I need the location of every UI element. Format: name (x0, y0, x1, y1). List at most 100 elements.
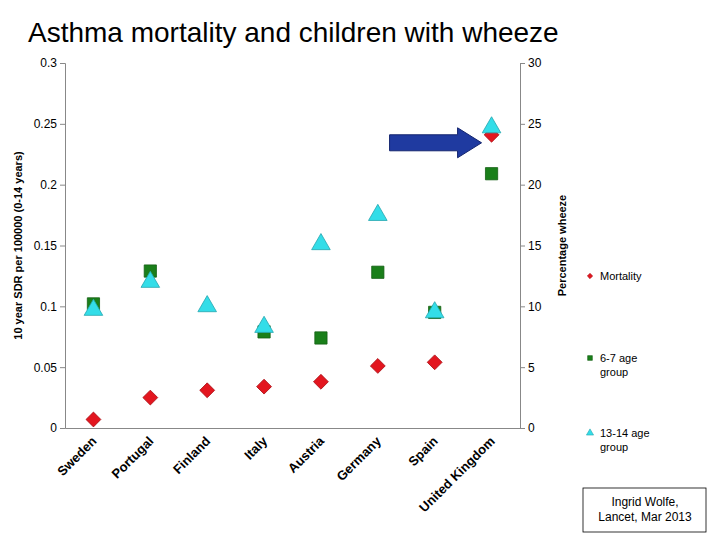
point (314, 374, 329, 389)
y2-axis-title: Percentage wheeze (556, 195, 568, 297)
point (84, 299, 103, 315)
tick: 0 (50, 421, 65, 435)
point (427, 355, 442, 370)
tick-mark (60, 124, 65, 125)
axis-line (60, 64, 66, 429)
tick: Austria (285, 433, 328, 476)
category-label: Austria (285, 433, 328, 476)
point (372, 266, 384, 278)
plot-area (84, 117, 501, 427)
tick: Italy (241, 433, 271, 463)
tick-label: 0.15 (34, 239, 58, 253)
category-label: Italy (241, 433, 271, 463)
tick-label: 0.2 (40, 178, 57, 192)
tick-label: 0.3 (40, 56, 57, 70)
category-label: Portugal (109, 434, 157, 482)
point (312, 234, 331, 250)
tick: Spain (405, 433, 441, 469)
point (86, 412, 101, 427)
tick: 25 (520, 117, 542, 131)
legend-symbol (588, 356, 593, 361)
tick-mark (60, 63, 65, 64)
point (485, 168, 497, 180)
arrow (390, 128, 482, 158)
tick: United Kingdom (416, 434, 498, 516)
series (87, 168, 497, 344)
category-label: Spain (405, 433, 441, 469)
tick-mark (60, 185, 65, 186)
tick-label: 25 (528, 117, 542, 131)
tick-label: 0 (528, 421, 535, 435)
tick-mark (520, 185, 525, 186)
axis-line (66, 428, 521, 429)
tick-mark (60, 246, 65, 247)
y-axis: 0 0.05 0.1 0.15 0.2 0.25 0.3 (34, 56, 66, 435)
tick-label: 0.1 (40, 300, 57, 314)
tick-label: 0.25 (34, 117, 58, 131)
point (315, 332, 327, 344)
tick: 0 (520, 421, 535, 435)
tick: Finland (170, 433, 213, 476)
x-axis: SwedenPortugal Finland Italy AustriaGermany… (54, 429, 520, 516)
tick-label: 0.05 (34, 361, 58, 375)
category-label: Sweden (54, 433, 99, 478)
tick: 0.3 (40, 56, 65, 70)
tick-mark (520, 63, 525, 64)
y-axis-title: 10 year SDR per 100000 (0-14 years) (12, 151, 24, 340)
tick: 0.15 (34, 239, 65, 253)
tick-mark (520, 306, 525, 307)
tick: 30 (520, 56, 542, 70)
tick: Sweden (54, 433, 99, 478)
point (141, 271, 160, 287)
tick: 15 (520, 239, 542, 253)
source-text: Ingrid Wolfe,Lancet, Mar 2013 (598, 495, 692, 524)
title: Asthma mortality and children with wheez… (28, 17, 559, 48)
tick-mark (60, 428, 65, 429)
point (370, 359, 385, 374)
tick-mark (60, 306, 65, 307)
tick: 0.1 (40, 300, 65, 314)
series (84, 117, 501, 333)
tick-label: 30 (528, 56, 542, 70)
point (255, 316, 274, 332)
legend-label: 13-14 agegroup (600, 427, 650, 453)
tick-mark (520, 367, 525, 368)
tick: Portugal (109, 434, 157, 482)
point (200, 383, 215, 398)
tick: Germany (333, 433, 384, 484)
tick-mark (520, 246, 525, 247)
legend-label: 6-7 agegroup (600, 352, 637, 378)
tick-label: 10 (528, 300, 542, 314)
category-label: Finland (170, 433, 213, 476)
tick-label: 5 (528, 361, 535, 375)
category-label: United Kingdom (416, 434, 498, 516)
tick-mark (60, 367, 65, 368)
point (482, 117, 501, 133)
point (143, 390, 158, 405)
tick-label: 15 (528, 239, 542, 253)
tick: 0.2 (40, 178, 65, 192)
y2-axis: 0 5 10 15 20 25 30 (520, 56, 542, 435)
tick-mark (520, 124, 525, 125)
point (198, 296, 217, 312)
point (425, 302, 444, 318)
chart: Asthma mortality and children with wheez… (0, 0, 720, 540)
tick-label: 0 (50, 421, 57, 435)
point (369, 204, 388, 220)
tick: 10 (520, 300, 542, 314)
legend-label: Mortality (600, 270, 642, 282)
tick: 0.05 (34, 361, 65, 375)
tick: 0.25 (34, 117, 65, 131)
source: Ingrid Wolfe,Lancet, Mar 2013 (583, 488, 706, 532)
axis-line (521, 64, 526, 429)
tick: 5 (520, 361, 535, 375)
source-box (583, 488, 706, 532)
legend-symbol (587, 273, 592, 278)
tick: 20 (520, 178, 542, 192)
tick-mark (520, 428, 525, 429)
tick-label: 20 (528, 178, 542, 192)
series (86, 127, 499, 427)
category-label: Germany (333, 433, 384, 484)
point (257, 379, 272, 394)
legend: Mortality 6-7 agegroup 13-14 agegroup (586, 270, 649, 453)
